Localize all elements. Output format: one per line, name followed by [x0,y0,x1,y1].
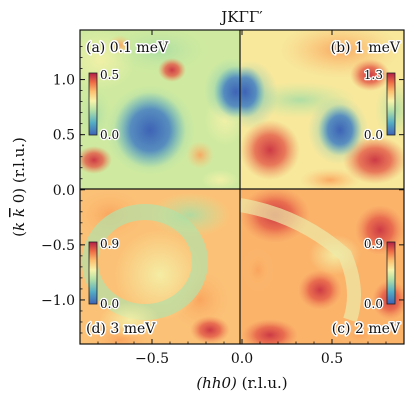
colorbar-c-min: 0.0 [364,297,383,311]
colorbar-a-min: 0.0 [100,128,119,142]
colorbar-a [88,72,98,136]
x-tick-label: 0.5 [321,351,343,367]
heatmap-panel-d [80,189,240,344]
x-tick-label: 0.0 [231,351,253,367]
panel-label-b: (b) 1 meV [331,40,401,56]
colorbar-d [88,241,98,305]
heatmap-panel-b [240,30,404,189]
y-axis-label: (k k 0) (r.l.u.) [10,137,28,237]
y-tick-label: −1.0 [41,293,75,309]
x-axis-ticks: −0.5 0.0 0.5 [97,30,387,367]
colorbar-b [386,72,396,136]
y-tick-label: 1.0 [53,73,75,89]
chart-title: JKΓΓ′ [219,8,263,26]
colorbar-c-max: 0.9 [364,237,383,251]
panel-label-c: (c) 2 meV [332,321,401,337]
y-tick-label: 0.5 [53,128,75,144]
y-axis-ticks: 1.0 0.5 0.0 −0.5 −1.0 [41,46,404,334]
y-tick-label: 0.0 [53,183,75,199]
colorbar-b-max: 1.3 [364,68,383,82]
x-tick-label: −0.5 [135,351,169,367]
colorbar-d-min: 0.0 [100,297,119,311]
y-tick-label: −0.5 [41,238,75,254]
colorbar-d-max: 0.9 [100,237,119,251]
colorbar-b-min: 0.0 [364,128,383,142]
panel-label-a: (a) 0.1 meV [86,40,169,56]
colorbar-c [386,241,396,305]
x-axis-label: (hh0) (r.l.u.) [196,374,287,392]
panel-label-d: (d) 3 meV [86,321,156,337]
colorbar-a-max: 0.5 [100,68,119,82]
heatmap-panel-a [80,30,240,189]
